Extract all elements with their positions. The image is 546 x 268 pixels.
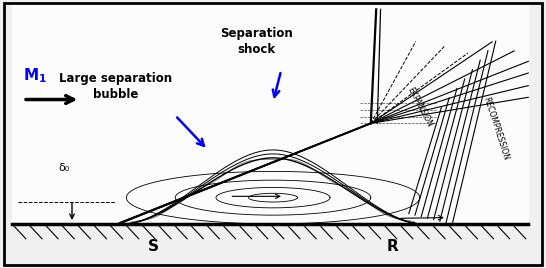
Text: Large separation
bubble: Large separation bubble bbox=[59, 72, 172, 101]
Text: δ₀: δ₀ bbox=[58, 163, 69, 173]
Text: EXPANSION: EXPANSION bbox=[406, 86, 434, 129]
Text: RECOMPRESSION: RECOMPRESSION bbox=[481, 96, 510, 162]
Text: $\mathbf{M_1}$: $\mathbf{M_1}$ bbox=[23, 66, 47, 85]
Text: S: S bbox=[148, 239, 159, 254]
Text: Separation
shock: Separation shock bbox=[221, 27, 293, 56]
Text: R: R bbox=[387, 239, 399, 254]
